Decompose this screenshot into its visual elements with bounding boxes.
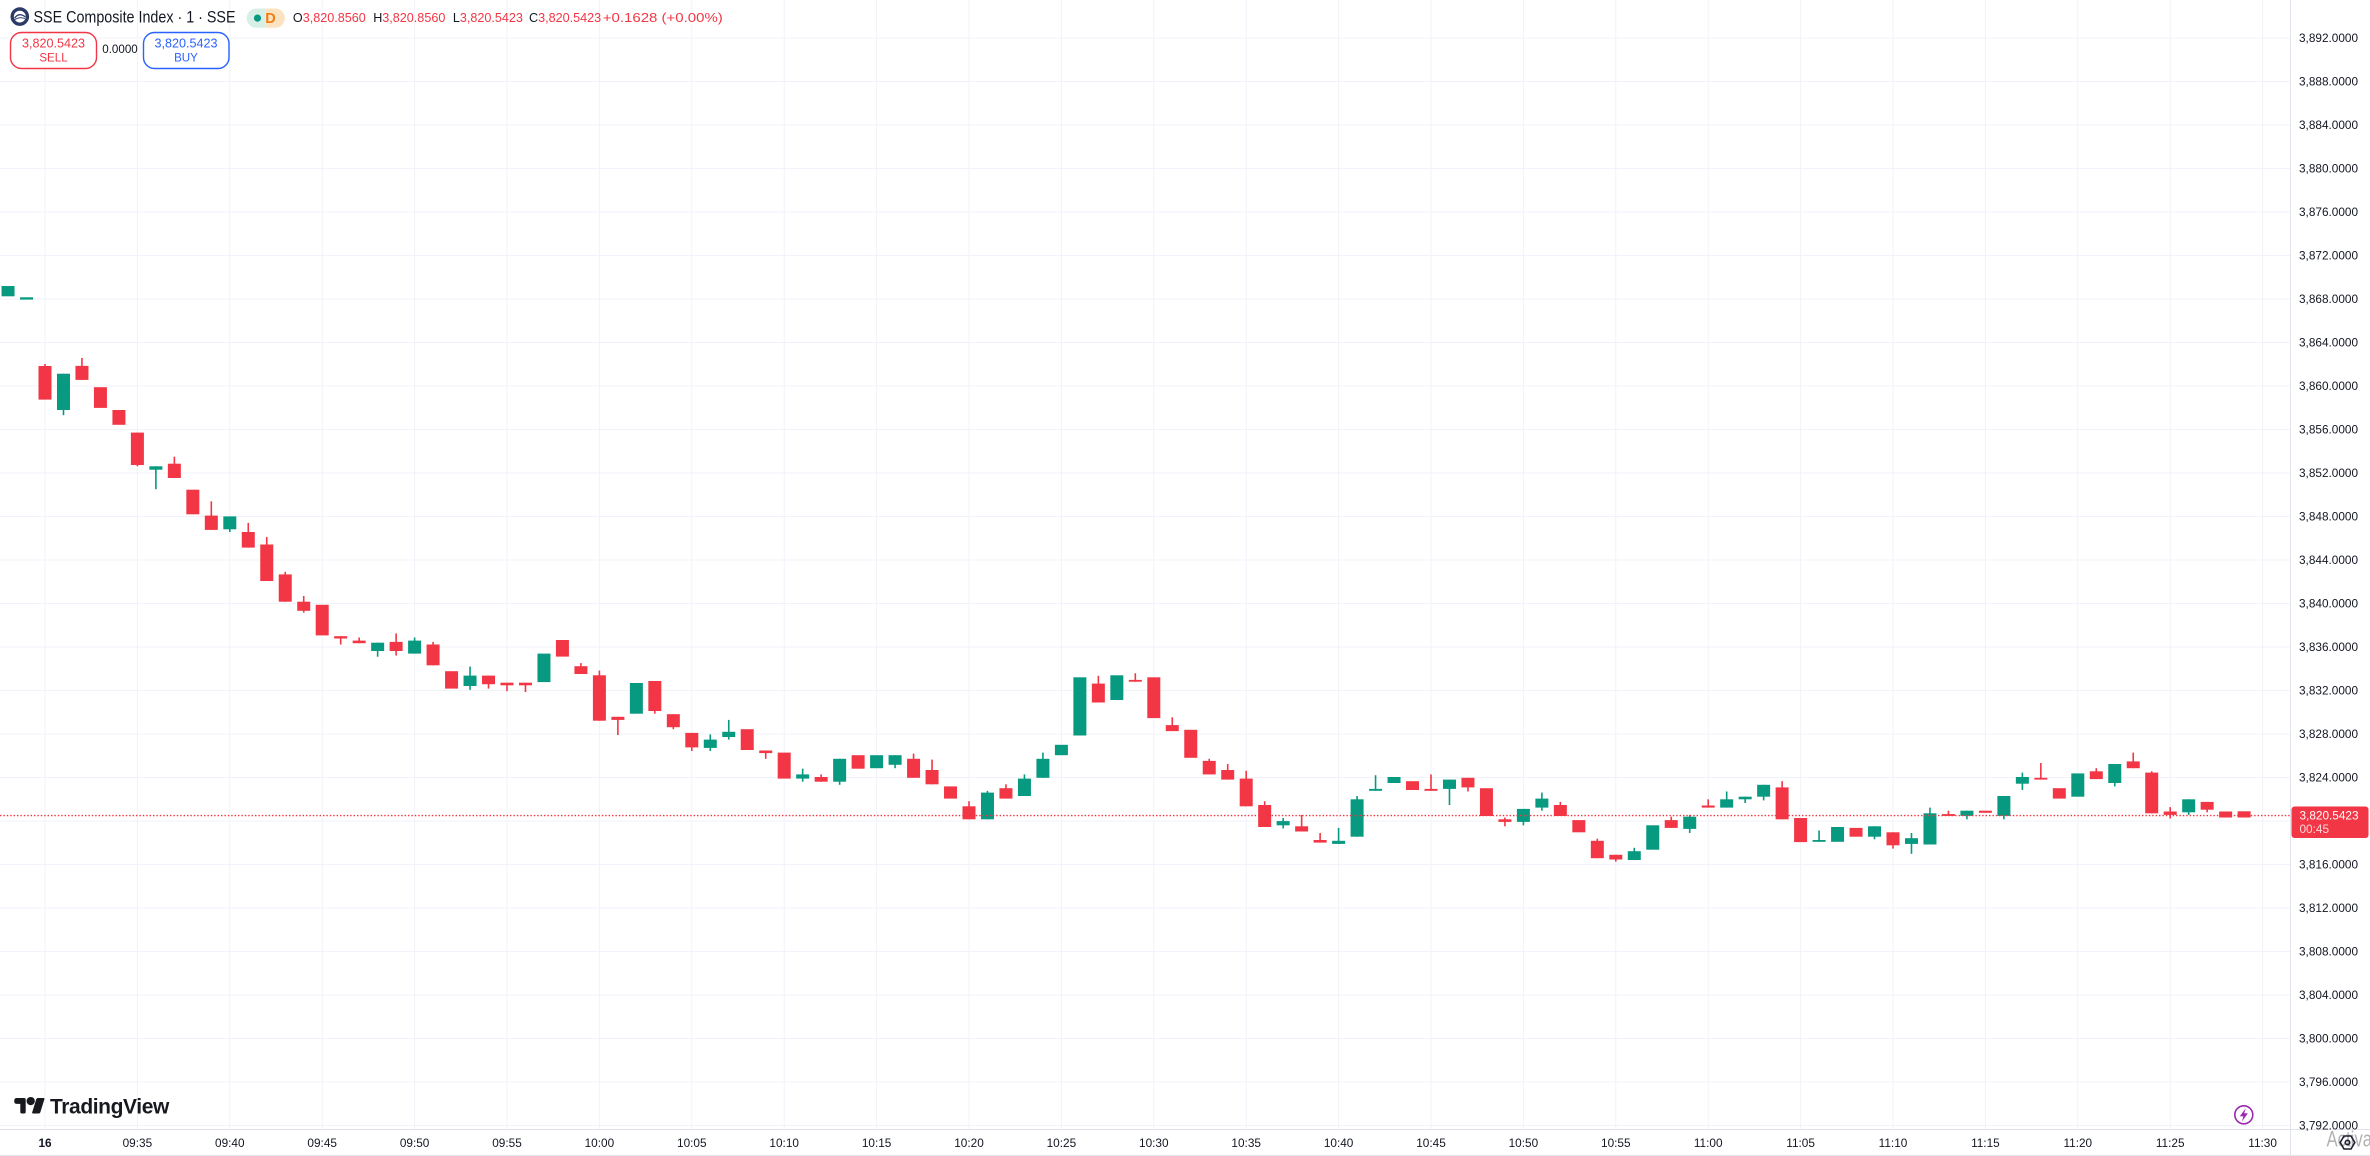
svg-text:3,816.0000: 3,816.0000 bbox=[2299, 858, 2358, 872]
svg-text:SSE Composite Index · 1 · SSE: SSE Composite Index · 1 · SSE bbox=[34, 7, 236, 26]
svg-text:Activate W: Activate W bbox=[2327, 1127, 2370, 1152]
svg-text:O3,820.8560: O3,820.8560 bbox=[293, 11, 366, 25]
svg-text:09:35: 09:35 bbox=[123, 1136, 153, 1150]
svg-text:11:20: 11:20 bbox=[2063, 1136, 2092, 1150]
svg-text:10:40: 10:40 bbox=[1324, 1136, 1354, 1150]
svg-text:D: D bbox=[265, 11, 275, 27]
svg-text:11:15: 11:15 bbox=[1971, 1136, 2000, 1150]
svg-text:H3,820.8560: H3,820.8560 bbox=[373, 11, 445, 25]
svg-text:10:35: 10:35 bbox=[1231, 1136, 1261, 1150]
svg-text:10:30: 10:30 bbox=[1139, 1136, 1169, 1150]
svg-text:3,800.0000: 3,800.0000 bbox=[2299, 1032, 2358, 1046]
svg-text:3,868.0000: 3,868.0000 bbox=[2299, 292, 2358, 306]
svg-text:3,824.0000: 3,824.0000 bbox=[2299, 771, 2358, 785]
svg-text:3,804.0000: 3,804.0000 bbox=[2299, 988, 2358, 1002]
svg-text:09:55: 09:55 bbox=[492, 1136, 522, 1150]
svg-text:3,864.0000: 3,864.0000 bbox=[2299, 336, 2358, 350]
svg-text:09:50: 09:50 bbox=[400, 1136, 430, 1150]
svg-text:3,880.0000: 3,880.0000 bbox=[2299, 162, 2358, 176]
svg-text:11:00: 11:00 bbox=[1694, 1136, 1723, 1150]
svg-text:00:45: 00:45 bbox=[2300, 822, 2330, 836]
svg-text:3,820.5423: 3,820.5423 bbox=[154, 37, 217, 51]
svg-text:SELL: SELL bbox=[39, 52, 68, 65]
svg-text:09:40: 09:40 bbox=[215, 1136, 245, 1150]
svg-text:3,852.0000: 3,852.0000 bbox=[2299, 466, 2358, 480]
svg-text:+0.1628 (+0.00%): +0.1628 (+0.00%) bbox=[603, 11, 723, 25]
svg-text:10:00: 10:00 bbox=[585, 1136, 615, 1150]
svg-text:BUY: BUY bbox=[174, 52, 198, 65]
svg-text:3,848.0000: 3,848.0000 bbox=[2299, 510, 2358, 524]
svg-text:3,844.0000: 3,844.0000 bbox=[2299, 553, 2358, 567]
svg-text:L3,820.5423: L3,820.5423 bbox=[453, 11, 523, 25]
svg-text:3,856.0000: 3,856.0000 bbox=[2299, 423, 2358, 437]
svg-text:3,872.0000: 3,872.0000 bbox=[2299, 249, 2358, 263]
svg-text:11:05: 11:05 bbox=[1786, 1136, 1815, 1150]
svg-text:3,840.0000: 3,840.0000 bbox=[2299, 597, 2358, 611]
svg-text:3,888.0000: 3,888.0000 bbox=[2299, 75, 2358, 89]
svg-text:10:50: 10:50 bbox=[1509, 1136, 1539, 1150]
svg-text:11:30: 11:30 bbox=[2248, 1136, 2277, 1150]
svg-text:3,820.5423: 3,820.5423 bbox=[2300, 809, 2359, 823]
svg-text:10:25: 10:25 bbox=[1047, 1136, 1077, 1150]
svg-text:11:25: 11:25 bbox=[2156, 1136, 2185, 1150]
svg-text:3,808.0000: 3,808.0000 bbox=[2299, 945, 2358, 959]
svg-text:16: 16 bbox=[38, 1136, 52, 1150]
svg-text:09:45: 09:45 bbox=[307, 1136, 337, 1150]
svg-text:3,876.0000: 3,876.0000 bbox=[2299, 205, 2358, 219]
svg-text:11:10: 11:10 bbox=[1879, 1136, 1908, 1150]
svg-text:C3,820.5423: C3,820.5423 bbox=[529, 11, 601, 25]
svg-text:3,836.0000: 3,836.0000 bbox=[2299, 640, 2358, 654]
svg-text:TradingView: TradingView bbox=[50, 1096, 170, 1119]
svg-text:3,792.0000: 3,792.0000 bbox=[2299, 1119, 2358, 1133]
svg-text:0.0000: 0.0000 bbox=[102, 43, 137, 56]
svg-text:10:10: 10:10 bbox=[769, 1136, 799, 1150]
svg-text:10:05: 10:05 bbox=[677, 1136, 707, 1150]
svg-text:3,860.0000: 3,860.0000 bbox=[2299, 379, 2358, 393]
svg-text:10:45: 10:45 bbox=[1416, 1136, 1446, 1150]
svg-text:3,812.0000: 3,812.0000 bbox=[2299, 901, 2358, 915]
svg-text:3,796.0000: 3,796.0000 bbox=[2299, 1075, 2358, 1089]
svg-text:10:55: 10:55 bbox=[1601, 1136, 1631, 1150]
svg-text:3,820.5423: 3,820.5423 bbox=[22, 37, 85, 51]
svg-text:10:20: 10:20 bbox=[954, 1136, 984, 1150]
svg-text:3,892.0000: 3,892.0000 bbox=[2299, 31, 2358, 45]
svg-text:3,832.0000: 3,832.0000 bbox=[2299, 684, 2358, 698]
svg-text:10:15: 10:15 bbox=[862, 1136, 892, 1150]
svg-text:3,828.0000: 3,828.0000 bbox=[2299, 727, 2358, 741]
svg-text:3,884.0000: 3,884.0000 bbox=[2299, 118, 2358, 132]
